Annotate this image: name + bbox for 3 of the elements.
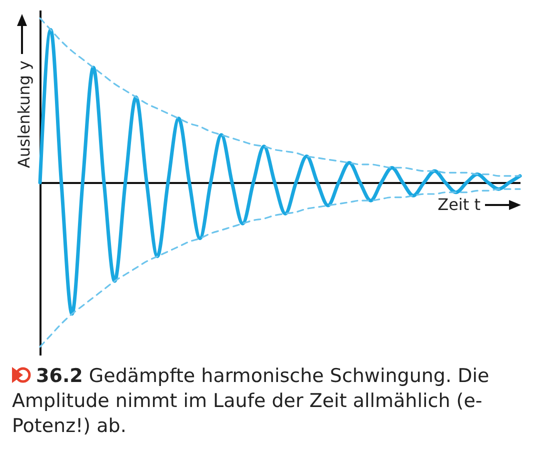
y-axis-title: Auslenkung y [14,60,34,168]
text: 36.2 Gedämpfte harmonische Schwingung. Die Amplitude nimmt im Laufe der Zeit allmählich (e-Potenz!) ab. [12,364,490,439]
x-axis-title: Zeit t [438,195,480,214]
